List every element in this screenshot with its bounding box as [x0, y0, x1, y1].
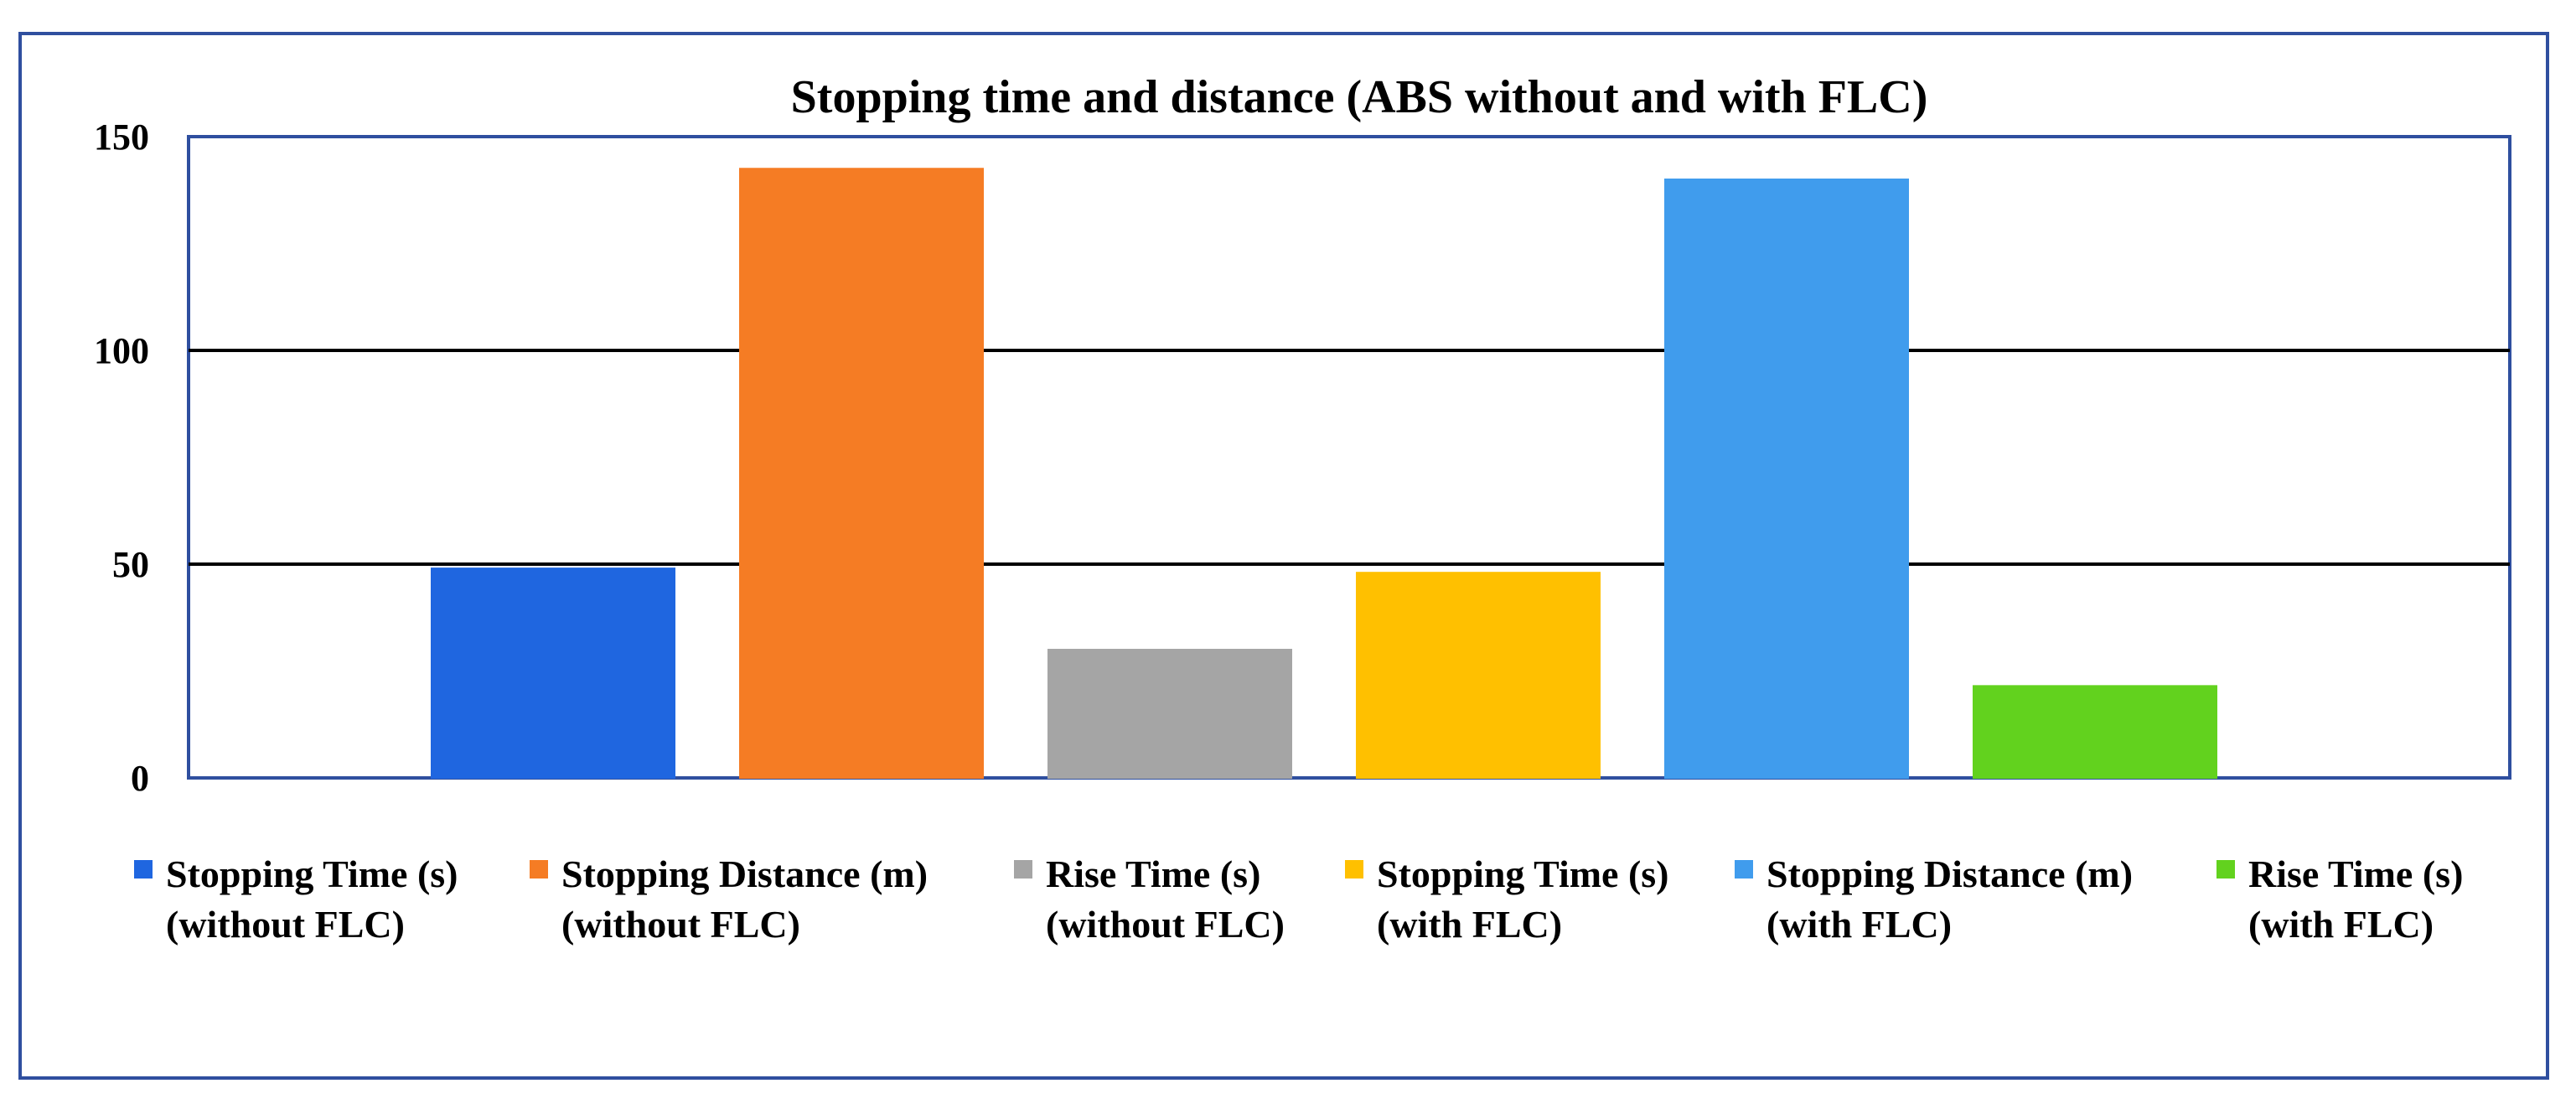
y-tick-label: 100	[94, 330, 149, 371]
bars	[431, 168, 2217, 780]
bar	[431, 568, 675, 779]
legend-swatch	[1014, 860, 1032, 879]
y-axis: 0 50 100 150	[94, 117, 149, 799]
legend-item: Stopping Time (s) (with FLC)	[1345, 853, 1669, 946]
legend-label: (with FLC)	[2248, 903, 2434, 946]
legend-label: (without FLC)	[1046, 903, 1285, 946]
legend-label: Stopping Time (s)	[166, 853, 458, 895]
legend-label: (without FLC)	[166, 903, 405, 946]
legend-label: Rise Time (s)	[2248, 853, 2463, 895]
legend-label: Stopping Distance (m)	[561, 853, 928, 895]
legend-swatch	[134, 860, 153, 879]
y-tick-label: 50	[112, 544, 149, 585]
legend-swatch	[1345, 860, 1363, 879]
legend-item: Stopping Distance (m) (with FLC)	[1735, 853, 2133, 946]
legend-label: Stopping Distance (m)	[1766, 853, 2133, 895]
legend-swatch	[2216, 860, 2235, 879]
bar	[1047, 649, 1292, 779]
legend-label: (without FLC)	[561, 903, 800, 946]
bar	[1356, 572, 1601, 780]
legend-item: Stopping Time (s) (without FLC)	[134, 853, 458, 946]
legend-label: Rise Time (s)	[1046, 853, 1260, 895]
y-tick-label: 150	[94, 117, 149, 158]
legend-label: Stopping Time (s)	[1377, 853, 1669, 895]
bar	[739, 168, 984, 779]
bar	[1664, 179, 1909, 779]
bar	[1973, 685, 2217, 779]
legend-item: Stopping Distance (m) (without FLC)	[530, 853, 928, 946]
legend-swatch	[1735, 860, 1753, 879]
legend-label: (with FLC)	[1766, 903, 1952, 946]
legend-swatch	[530, 860, 548, 879]
chart-title: Stopping time and distance (ABS without …	[791, 71, 1928, 123]
chart-frame	[18, 32, 2549, 1080]
legend: Stopping Time (s)(without FLC)Stopping D…	[134, 853, 2463, 946]
legend-label: (with FLC)	[1377, 903, 1562, 946]
legend-item: Rise Time (s) (with FLC)	[2216, 853, 2463, 946]
y-tick-label: 0	[131, 758, 149, 799]
legend-item: Rise Time (s) (without FLC)	[1014, 853, 1285, 946]
